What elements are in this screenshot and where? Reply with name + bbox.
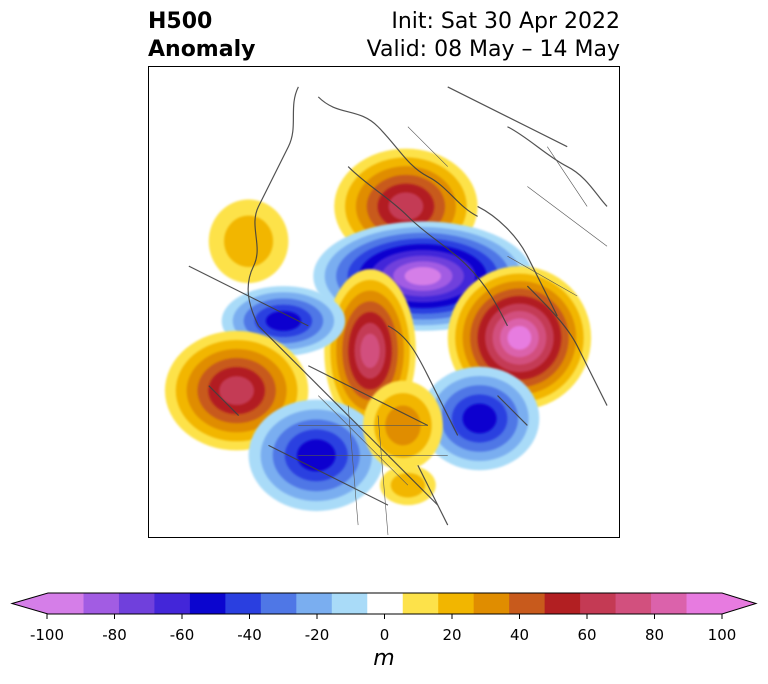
- colorbar-bin-0: [12, 593, 84, 614]
- valid-range: Valid: 08 May – 14 May: [366, 37, 620, 62]
- colorbar-bin-13: [509, 593, 546, 614]
- contour-band: [265, 310, 302, 331]
- colorbar-bin-18: [686, 593, 756, 614]
- anomaly-ridge-11: [208, 199, 289, 284]
- colorbar-tick-label: 100: [707, 626, 737, 644]
- colorbar-tick-label: -20: [304, 626, 330, 644]
- colorbar-tick-label: -60: [169, 626, 195, 644]
- colorbar-bin-11: [438, 593, 475, 614]
- borders: [298, 126, 608, 536]
- colorbar-bin-3: [154, 593, 191, 614]
- contour-band: [462, 403, 497, 434]
- colorbar-bin-4: [189, 593, 226, 614]
- contour-band: [388, 192, 424, 221]
- contour-band: [360, 333, 380, 369]
- colorbar-tick-label: 0: [379, 626, 390, 644]
- colorbar-bin-15: [580, 593, 617, 614]
- colorbar-tick-label: 80: [644, 626, 665, 644]
- title-right: Init: Sat 30 Apr 2022 Valid: 08 May – 14…: [367, 8, 620, 64]
- colorbar-bin-16: [615, 593, 652, 614]
- colorbar-tick-label: -40: [237, 626, 262, 644]
- contour-band: [404, 266, 442, 286]
- colorbar-bin-5: [225, 593, 262, 614]
- colorbar-bin-10: [402, 593, 439, 614]
- colorbar-unit-label: m: [373, 646, 395, 671]
- title-left: H500 Anomaly: [148, 8, 255, 64]
- colorbar-tick-label: 40: [509, 626, 530, 644]
- colorbar-bin-14: [544, 593, 581, 614]
- contour-band: [224, 215, 274, 267]
- anomaly-ridge-6: [164, 330, 309, 451]
- colorbar-bin-8: [331, 593, 368, 614]
- colorbar-bin-7: [296, 593, 333, 614]
- colorbar-bin-12: [473, 593, 510, 614]
- title-anomaly: Anomaly: [148, 37, 256, 62]
- colorbar-bin-6: [260, 593, 297, 614]
- contour-band: [507, 325, 532, 350]
- anomaly-trough-7: [419, 366, 540, 471]
- coastlines: [188, 86, 608, 526]
- colorbar-tick-label: 60: [577, 626, 597, 644]
- colorbar-bin-9: [367, 593, 404, 614]
- title-variable: H500: [148, 9, 213, 34]
- colorbar: [10, 592, 758, 619]
- anomaly-fields: [164, 148, 592, 512]
- colorbar-tick-label: 20: [442, 626, 462, 644]
- colorbar-outline: [10, 592, 758, 615]
- colorbar-bin-2: [118, 593, 155, 614]
- init-date: Init: Sat 30 Apr 2022: [391, 9, 620, 34]
- anomaly-map: [148, 66, 620, 538]
- colorbar-tick-label: -80: [102, 626, 127, 644]
- colorbar-tick-label: -100: [29, 626, 65, 644]
- contour-band: [219, 376, 255, 406]
- colorbar-bin-1: [83, 593, 120, 614]
- colorbar-bin-17: [651, 593, 688, 614]
